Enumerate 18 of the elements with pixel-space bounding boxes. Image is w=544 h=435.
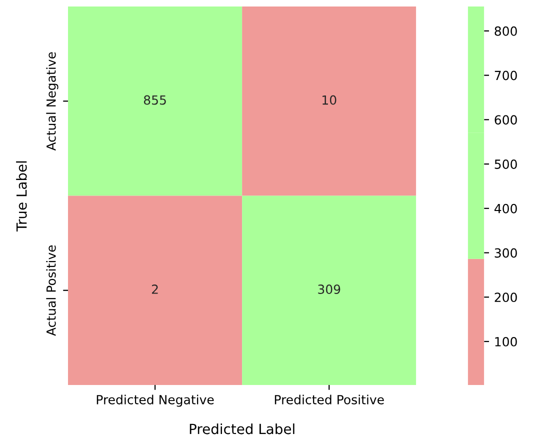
color-bar-label: 300	[494, 248, 517, 258]
x-axis-title: Predicted Label	[190, 423, 294, 434]
data-label: 855	[144, 95, 166, 105]
x-tick-label: Predicted Positive	[274, 394, 384, 404]
data-label: 2	[152, 284, 158, 294]
color-bar-label: 800	[494, 26, 517, 36]
color-bar-label: 200	[494, 292, 517, 302]
color-bar-label: 500	[494, 160, 517, 169]
data-label: 10	[322, 95, 336, 105]
data-label: 309	[318, 284, 340, 294]
color-bar-label: 100	[495, 336, 517, 346]
x-tick-label: Predicted Negative	[96, 394, 214, 407]
color-bar-label: 700	[494, 70, 517, 80]
y-axis-title: True Label	[16, 161, 27, 232]
y-tick-label: Actual Positive	[46, 245, 56, 336]
y-tick-label: Actual Negative	[46, 52, 58, 151]
color-bar-label: 600	[494, 115, 517, 125]
color-bar-label: 400	[494, 204, 517, 214]
